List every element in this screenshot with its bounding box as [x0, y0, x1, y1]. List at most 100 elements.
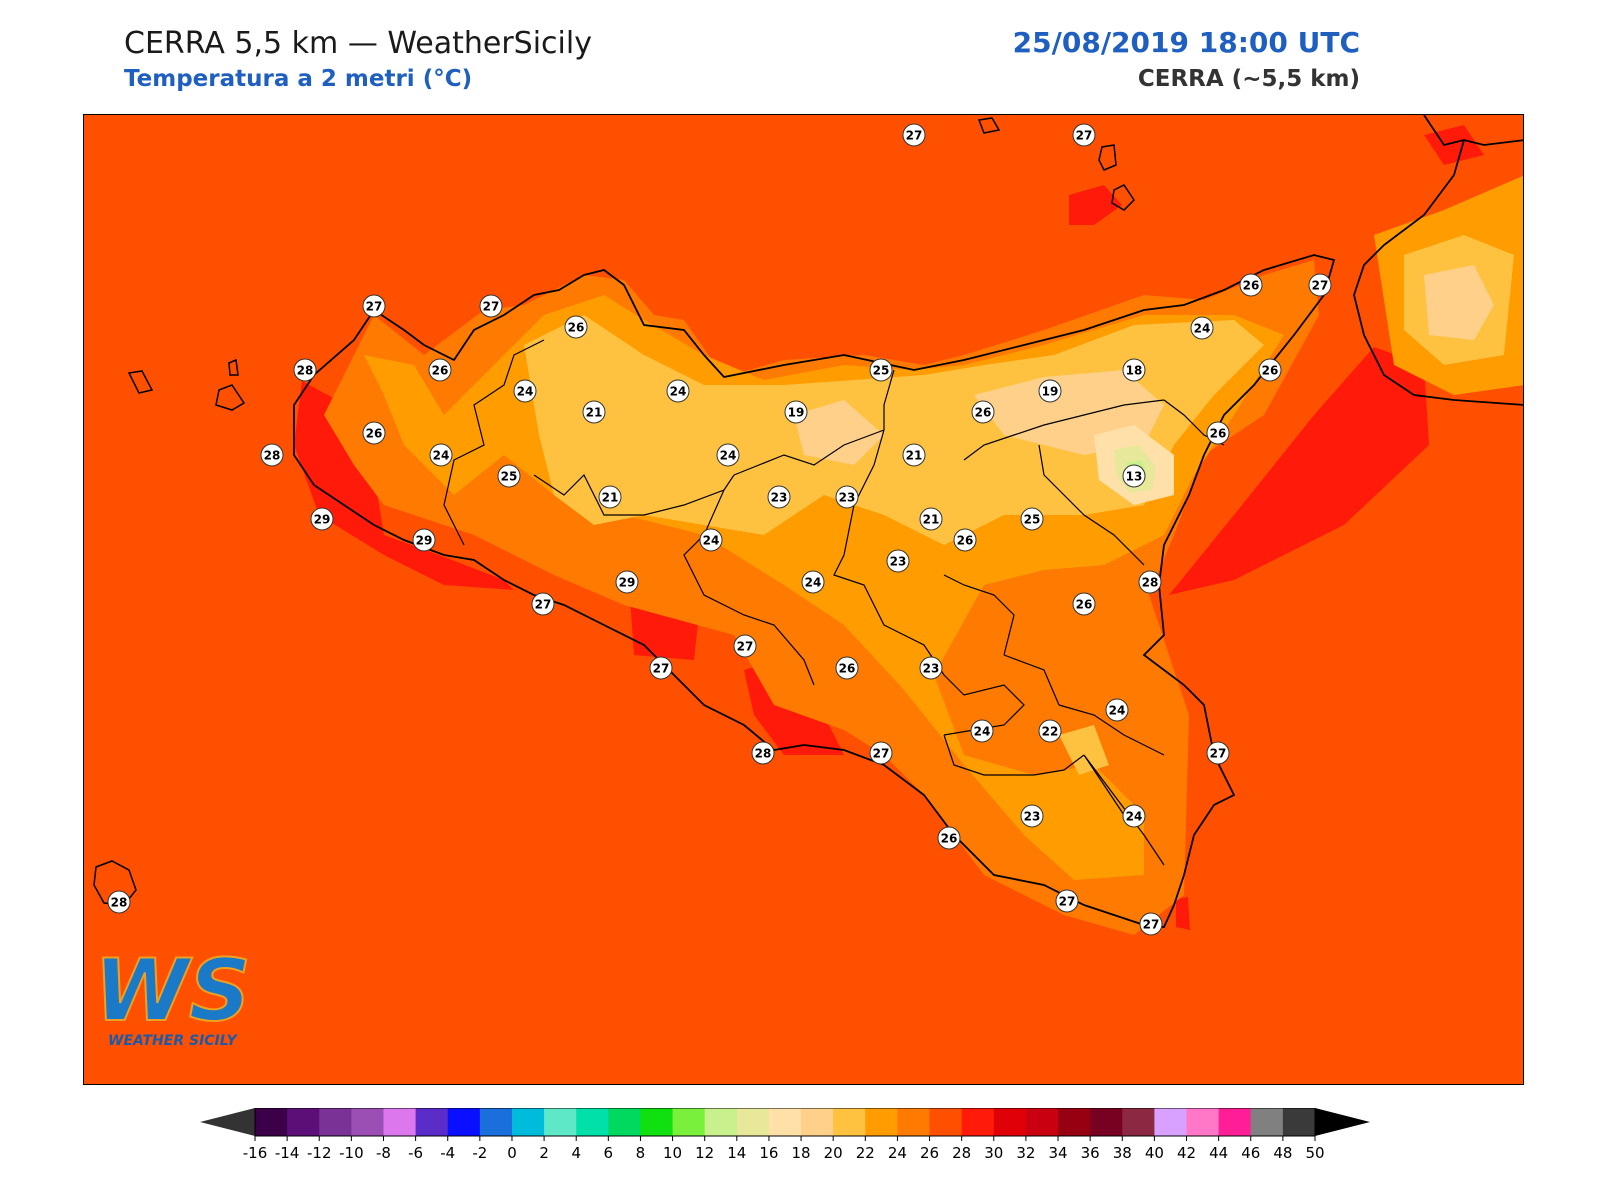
- station-circle: [1072, 592, 1096, 616]
- station-value: 24: [670, 385, 687, 399]
- station-marker: 28: [293, 358, 317, 382]
- station-value: 27: [366, 300, 383, 314]
- station-circle: [1038, 719, 1062, 743]
- colorbar-cell: [383, 1108, 417, 1136]
- colorbar-cell: [736, 1108, 770, 1136]
- station-marker: 27: [1139, 912, 1163, 936]
- colorbar-cell: [479, 1108, 513, 1136]
- station-value: 22: [1042, 725, 1059, 739]
- province-borders: [443, 339, 1225, 866]
- station-value: 26: [366, 427, 383, 441]
- land-22-iblei: [1059, 725, 1109, 775]
- hot-band-ionian: [1169, 347, 1429, 595]
- station-value: 23: [839, 491, 856, 505]
- station-circle: [767, 485, 791, 509]
- station-value: 24: [720, 449, 737, 463]
- station-value: 27: [653, 662, 670, 676]
- station-circle: [869, 741, 893, 765]
- station-circle: [1308, 273, 1332, 297]
- colorbar-cell: [1090, 1108, 1123, 1136]
- station-value: 28: [755, 747, 772, 761]
- colorbar-cell: [1218, 1108, 1252, 1136]
- station-circle: [801, 570, 825, 594]
- station-circle: [1122, 804, 1146, 828]
- station-circle: [107, 890, 131, 914]
- station-marker: 21: [902, 443, 926, 467]
- colorbar-tick-label: -4: [440, 1144, 455, 1162]
- station-value: 19: [788, 406, 805, 420]
- station-value: 26: [957, 534, 974, 548]
- station-circle: [1105, 698, 1129, 722]
- station-circle: [869, 358, 893, 382]
- station-marker: 27: [1055, 889, 1079, 913]
- colorbar-tick-label: -10: [339, 1144, 364, 1162]
- colorbar-cell: [672, 1108, 706, 1136]
- station-value: 21: [586, 406, 603, 420]
- station-marker: 23: [835, 485, 859, 509]
- station-marker: 25: [869, 358, 893, 382]
- station-circle: [784, 400, 808, 424]
- station-circle: [479, 294, 503, 318]
- station-value: 24: [433, 449, 450, 463]
- station-marker: 27: [1308, 273, 1332, 297]
- station-circle: [1122, 464, 1146, 488]
- temperature-colorbar: -16 -14 -12 -10 -8 -6 -4 -2 0 2 4 6 8 10 12 14 16 18 20 22 2…: [200, 1107, 1410, 1188]
- colorbar-tick-label: 50: [1305, 1144, 1324, 1162]
- colorbar-outline: [254, 1107, 1316, 1137]
- station-value: 27: [535, 598, 552, 612]
- station-circle: [751, 741, 775, 765]
- colorbar-tick-label: 6: [604, 1144, 614, 1162]
- station-marker: 21: [598, 485, 622, 509]
- station-marker: 23: [919, 656, 943, 680]
- station-circle: [531, 592, 555, 616]
- colorbar-tick-label: 10: [663, 1144, 682, 1162]
- station-marker: 27: [1072, 123, 1096, 147]
- station-value: 27: [1210, 747, 1227, 761]
- station-marker: 26: [953, 528, 977, 552]
- station-circle: [953, 528, 977, 552]
- station-marker: 28: [1138, 570, 1162, 594]
- station-value: 26: [1262, 364, 1279, 378]
- map-subtitle: Temperatura a 2 metri (°C): [124, 66, 473, 92]
- station-marker: 21: [919, 507, 943, 531]
- colorbar-cell: [255, 1108, 288, 1136]
- station-marker: 28: [751, 741, 775, 765]
- station-marker: 27: [869, 741, 893, 765]
- station-marker: 24: [699, 528, 723, 552]
- colorbar-tick-label: 36: [1081, 1144, 1100, 1162]
- station-value: 28: [111, 896, 128, 910]
- land-20: [794, 400, 884, 465]
- station-circle: [716, 443, 740, 467]
- station-value: 28: [1142, 576, 1159, 590]
- calabria-coastline: [1353, 115, 1523, 406]
- logo-wordmark: WEATHER SICILY: [108, 1033, 239, 1049]
- station-value: 27: [1059, 895, 1076, 909]
- colorbar-cells: [200, 1107, 1370, 1137]
- station-circle: [1258, 358, 1282, 382]
- station-circle: [598, 485, 622, 509]
- colorbar-tick-label: 42: [1177, 1144, 1196, 1162]
- colorbar-tick-label: 46: [1241, 1144, 1260, 1162]
- station-value: 23: [890, 555, 907, 569]
- station-value: 24: [517, 385, 534, 399]
- station-circle: [937, 826, 961, 850]
- station-value: 23: [923, 662, 940, 676]
- colorbar-cell: [929, 1108, 963, 1136]
- station-value: 23: [1024, 810, 1041, 824]
- colorbar-cell: [544, 1108, 577, 1136]
- station-circle: [412, 528, 436, 552]
- station-value: 13: [1126, 470, 1143, 484]
- station-marker: 27: [649, 656, 673, 680]
- colorbar-tick-label: 2: [539, 1144, 549, 1162]
- colorbar-tick-label: 24: [888, 1144, 907, 1162]
- colorbar-cell: [415, 1108, 449, 1136]
- station-circle: [902, 123, 926, 147]
- station-value: 24: [1109, 704, 1126, 718]
- station-circle: [362, 294, 386, 318]
- station-circle: [902, 443, 926, 467]
- weathersicily-logo: WS WEATHER SICILY: [93, 940, 252, 1049]
- colorbar-cell: [993, 1108, 1027, 1136]
- colorbar-tick-label: 34: [1048, 1144, 1067, 1162]
- station-circle: [429, 443, 453, 467]
- station-marker: 27: [902, 123, 926, 147]
